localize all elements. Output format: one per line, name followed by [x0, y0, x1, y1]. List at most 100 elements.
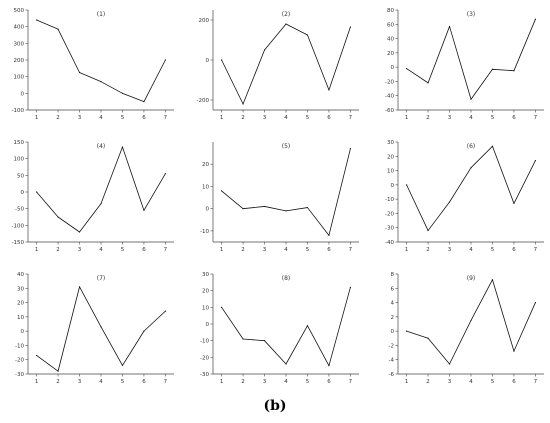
panel-title: (2) [282, 11, 291, 18]
data-point [242, 338, 244, 340]
x-tick-label: 7 [534, 115, 538, 121]
x-tick-label: 1 [220, 379, 224, 385]
x-tick-label: 2 [56, 115, 60, 121]
x-tick-label: 7 [349, 247, 353, 253]
y-tick-label: -50 [15, 207, 24, 213]
x-tick-label: 4 [99, 379, 103, 385]
data-point [491, 279, 494, 281]
data-point [534, 18, 537, 20]
x-tick-label: 3 [263, 247, 267, 253]
y-tick-label: -20 [385, 79, 394, 85]
data-point [534, 159, 537, 162]
x-tick-label: 1 [220, 247, 224, 253]
x-tick-label: 6 [327, 247, 331, 253]
data-point [164, 173, 167, 175]
x-tick-label: 5 [306, 115, 310, 121]
y-tick-label: 80 [387, 8, 394, 14]
data-point [427, 229, 429, 232]
x-tick-label: 6 [327, 115, 331, 121]
y-tick-label: -30 [15, 372, 24, 378]
data-point [349, 26, 352, 28]
line-chart-panel-6: -40 -30 -20 -10 0 10 20 30 1 2 3 4 5 6 7 (6) [385, 140, 544, 253]
x-tick-label: 7 [534, 379, 538, 385]
x-tick-label: 6 [512, 379, 516, 385]
y-tick-label: 0 [391, 329, 395, 335]
x-tick-label: 3 [448, 379, 452, 385]
data-point [220, 59, 223, 61]
data-point [220, 190, 223, 192]
y-tick-label: 500 [14, 8, 25, 14]
panel-title: (4) [97, 143, 106, 150]
x-tick-label: 4 [469, 115, 473, 121]
x-tick-label: 3 [78, 379, 82, 385]
data-point [100, 203, 102, 205]
x-tick-label: 7 [164, 379, 168, 385]
y-tick-label: 400 [14, 25, 25, 31]
data-point [242, 103, 244, 105]
data-point [78, 286, 81, 288]
y-tick-label: -2 [389, 343, 394, 349]
x-tick-label: 7 [164, 115, 168, 121]
data-point [220, 306, 223, 308]
figure-caption: (b) [263, 398, 287, 414]
x-tick-label: 5 [121, 115, 125, 121]
x-tick-label: 4 [284, 247, 288, 253]
y-tick-label: 20 [202, 289, 209, 295]
y-tick-label: -60 [385, 108, 394, 114]
line-chart-panel-4: -150 -100 -50 0 50 100 150 1 2 3 4 5 6 7 (4) [12, 140, 174, 253]
data-point [164, 310, 167, 312]
y-tick-label: -150 [12, 240, 25, 246]
y-tick-label: -6 [389, 372, 395, 378]
x-tick-label: 2 [426, 115, 430, 121]
y-tick-label: 30 [17, 286, 24, 292]
x-tick-label: 3 [263, 379, 267, 385]
x-tick-label: 6 [327, 379, 331, 385]
data-point [306, 325, 309, 327]
data-point [470, 98, 472, 100]
y-tick-label: 60 [387, 22, 394, 28]
panel-title: (3) [467, 11, 476, 18]
line-chart-panel-8: -30 -20 -10 0 10 20 30 1 2 3 4 5 6 7 (8) [200, 272, 359, 385]
data-point [448, 201, 451, 203]
data-point [143, 209, 145, 211]
x-tick-label: 4 [469, 379, 473, 385]
y-tick-label: -10 [385, 197, 394, 203]
y-tick-label: 0 [206, 322, 210, 328]
data-point [349, 286, 352, 288]
x-tick-label: 7 [349, 115, 353, 121]
y-tick-label: -4 [389, 358, 395, 364]
data-point [349, 148, 352, 150]
data-point [78, 231, 81, 233]
x-tick-label: 1 [405, 379, 409, 385]
series-line [406, 279, 536, 365]
x-tick-label: 5 [306, 379, 310, 385]
data-point [35, 354, 38, 357]
x-tick-label: 2 [56, 379, 60, 385]
x-tick-label: 2 [426, 247, 430, 253]
data-point [306, 34, 309, 36]
x-tick-label: 7 [534, 247, 538, 253]
y-tick-label: 10 [387, 169, 394, 175]
series-line [36, 286, 166, 372]
x-tick-label: 6 [142, 247, 146, 253]
data-point [143, 330, 145, 332]
series-line [406, 19, 536, 100]
x-tick-label: 4 [99, 115, 103, 121]
data-point [285, 363, 287, 365]
data-point [35, 19, 38, 21]
data-point [263, 49, 266, 51]
line-chart-panel-5: -10 0 10 20 1 2 3 4 5 6 7 (5) [200, 142, 359, 253]
data-point [491, 68, 494, 70]
data-point [100, 326, 102, 328]
y-tick-label: 0 [21, 91, 25, 97]
x-tick-label: 1 [220, 115, 224, 121]
x-tick-label: 5 [121, 379, 125, 385]
data-point [448, 25, 451, 28]
x-tick-label: 2 [426, 379, 430, 385]
y-tick-label: -10 [200, 229, 209, 235]
data-point [143, 101, 145, 103]
x-tick-label: 7 [349, 379, 353, 385]
y-tick-label: 200 [14, 58, 25, 64]
y-tick-label: -30 [200, 372, 209, 378]
